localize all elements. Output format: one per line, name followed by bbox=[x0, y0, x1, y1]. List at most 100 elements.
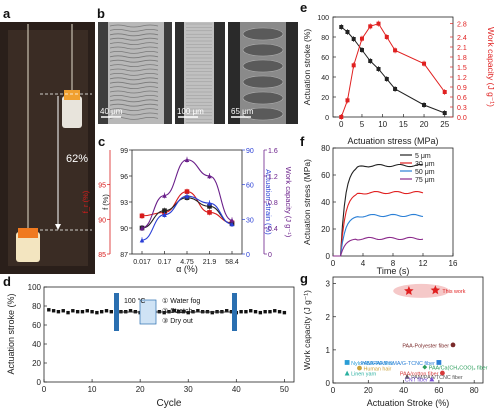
scale-label-3: 65 μm bbox=[231, 107, 254, 116]
panel-e-point bbox=[345, 30, 350, 34]
panel-c-frame bbox=[131, 149, 243, 255]
panel-e-letter: e bbox=[300, 0, 307, 15]
panel-f-xtick-label: 16 bbox=[449, 259, 458, 268]
panel-e-point bbox=[359, 36, 364, 41]
inset-clamp-left bbox=[114, 293, 119, 331]
panel-e-ytick-label-1: 0.9 bbox=[457, 85, 467, 92]
sem-ridge-1 bbox=[109, 64, 159, 67]
panel-c-point bbox=[184, 193, 190, 199]
panel-d-ytick-label: 100 bbox=[28, 283, 42, 292]
panel-a: 62% a bbox=[0, 6, 95, 274]
panel-g-xtick-label: 60 bbox=[434, 386, 443, 395]
sem-ridge-1 bbox=[109, 46, 159, 50]
panel-f-legend-label: 5 μm bbox=[415, 153, 431, 160]
panel-e-ytick-label-0: 100 bbox=[317, 15, 329, 22]
panel-f-ytick-label: 20 bbox=[321, 225, 330, 234]
panel-a-weight-right bbox=[62, 96, 82, 128]
panel-e: e 0 5 10 15 20 25 0 20 40 60 80 100 0.0 0.3 0.6 0.9 1.2 1… bbox=[300, 0, 496, 146]
panel-c-ytick-label-0: 90 bbox=[98, 217, 106, 224]
panel-d-ytick-label: 60 bbox=[32, 321, 41, 330]
panel-c-plot: 85 90 95 f_r (%) 87 90 93 96 99 f (%) 0 30 60 90 Actua… bbox=[81, 148, 293, 266]
panel-f-ytick-label: 80 bbox=[321, 144, 330, 153]
panel-e-ytick-label-0: 60 bbox=[321, 55, 329, 62]
panel-c-xtick-label: 0.17 bbox=[158, 259, 172, 266]
panel-d-point bbox=[263, 310, 267, 314]
panel-f-ylabel: Actuation stress (MPa) bbox=[302, 159, 312, 245]
panel-g-ylabel: Work capacity (J g⁻¹) bbox=[302, 290, 312, 370]
panel-c-ytick-label-1: 99 bbox=[120, 148, 128, 155]
panel-e-ytick-label-1: 0.3 bbox=[457, 105, 467, 112]
panel-f-ytick-label: 40 bbox=[321, 198, 330, 207]
panel-d-plot: 0 10 20 30 40 50 0 20 40 60 80 100 bbox=[28, 283, 290, 394]
panel-f-xtick-label: 12 bbox=[419, 259, 428, 268]
panel-g-xtick-label: 20 bbox=[364, 386, 373, 395]
panel-d-point bbox=[61, 309, 65, 313]
panel-c-point bbox=[162, 212, 167, 218]
panel-c-point bbox=[184, 189, 190, 194]
panel-a-clip-right bbox=[64, 90, 80, 100]
panel-e-ytick-label-1: 1.2 bbox=[457, 75, 467, 82]
panel-d-point bbox=[224, 309, 229, 313]
panel-g-xtick-label: 0 bbox=[331, 386, 336, 395]
panel-g: g 0 20 40 60 80 0 1 2 3 This work PAA-Polyester fi… bbox=[300, 271, 488, 408]
panel-g-point-label: PAA/Ca(CH₃COO)₂ fiber bbox=[429, 366, 488, 372]
panel-g-point bbox=[429, 376, 435, 382]
panel-e-point bbox=[442, 90, 447, 94]
panel-g-point bbox=[422, 364, 428, 370]
panel-e-point bbox=[339, 115, 344, 119]
panel-c-ytick-label-1: 93 bbox=[120, 200, 128, 207]
panel-c-point bbox=[184, 157, 190, 163]
panel-d-point bbox=[186, 310, 190, 315]
panel-e-xtick-label: 0 bbox=[339, 120, 344, 129]
panel-e-ylabel-left: Actuation stroke (%) bbox=[302, 29, 312, 106]
panel-c-point bbox=[162, 208, 167, 213]
panel-g-point-label: PAM/PAA/TCNC fiber bbox=[411, 375, 463, 381]
sem-ridge-1 bbox=[109, 90, 159, 94]
panel-b-letter: b bbox=[97, 6, 105, 21]
panel-e-xtick-label: 15 bbox=[399, 120, 408, 129]
sem-ridge-1 bbox=[109, 55, 159, 59]
sem-ridge-3 bbox=[242, 27, 284, 41]
panel-d-point bbox=[244, 310, 248, 314]
panel-f-legend-label: 50 μm bbox=[415, 169, 435, 176]
panel-c-point bbox=[139, 237, 145, 243]
panel-g-ytick-label: 3 bbox=[326, 280, 331, 289]
panel-e-point bbox=[345, 98, 350, 103]
panel-d-point bbox=[56, 310, 61, 314]
sem-ridge-1 bbox=[109, 77, 159, 81]
panel-g-xtick-label: 40 bbox=[399, 386, 408, 395]
sem-ridge-1 bbox=[109, 68, 159, 72]
panel-c-point bbox=[207, 204, 212, 209]
panel-f-series-line bbox=[333, 190, 424, 257]
panel-d-point bbox=[273, 309, 277, 313]
panel-e-ytick-label-1: 2.8 bbox=[457, 22, 467, 29]
panel-d-point bbox=[282, 310, 287, 315]
panel-f-ytick-label: 60 bbox=[321, 171, 330, 180]
panel-e-point bbox=[376, 21, 381, 26]
panel-d-xtick-label: 10 bbox=[88, 385, 97, 394]
sem-ridge-3 bbox=[242, 75, 284, 89]
panel-d-xtick-label: 40 bbox=[232, 385, 241, 394]
panel-e-point bbox=[368, 24, 373, 29]
panel-d-point bbox=[75, 310, 80, 314]
sem-ridge-1 bbox=[109, 24, 159, 28]
panel-e-ytick-label-1: 0.6 bbox=[457, 95, 467, 102]
sem-ridge-3 bbox=[242, 43, 284, 57]
panel-e-point bbox=[384, 35, 389, 39]
panel-d-point bbox=[210, 310, 214, 315]
panel-d-point bbox=[277, 310, 282, 314]
panel-c-letter: c bbox=[98, 134, 105, 149]
panel-f-legend-label: 30 μm bbox=[415, 161, 435, 168]
panel-f-legend-label: 75 μm bbox=[415, 177, 435, 184]
panel-d-point bbox=[196, 309, 200, 313]
panel-e-point bbox=[442, 111, 447, 115]
panel-c-ytick-label-0: 85 bbox=[98, 252, 106, 259]
panel-e-xtick-label: 20 bbox=[420, 120, 429, 129]
sem-ridge-1 bbox=[109, 59, 159, 63]
panel-g-ytick-label: 2 bbox=[326, 313, 331, 322]
sem-ridge-1 bbox=[109, 51, 159, 54]
sem-ridge-1 bbox=[109, 103, 159, 107]
panel-e-point bbox=[351, 37, 356, 41]
panel-g-point-label: PAA-Polyester fiber bbox=[402, 343, 449, 349]
